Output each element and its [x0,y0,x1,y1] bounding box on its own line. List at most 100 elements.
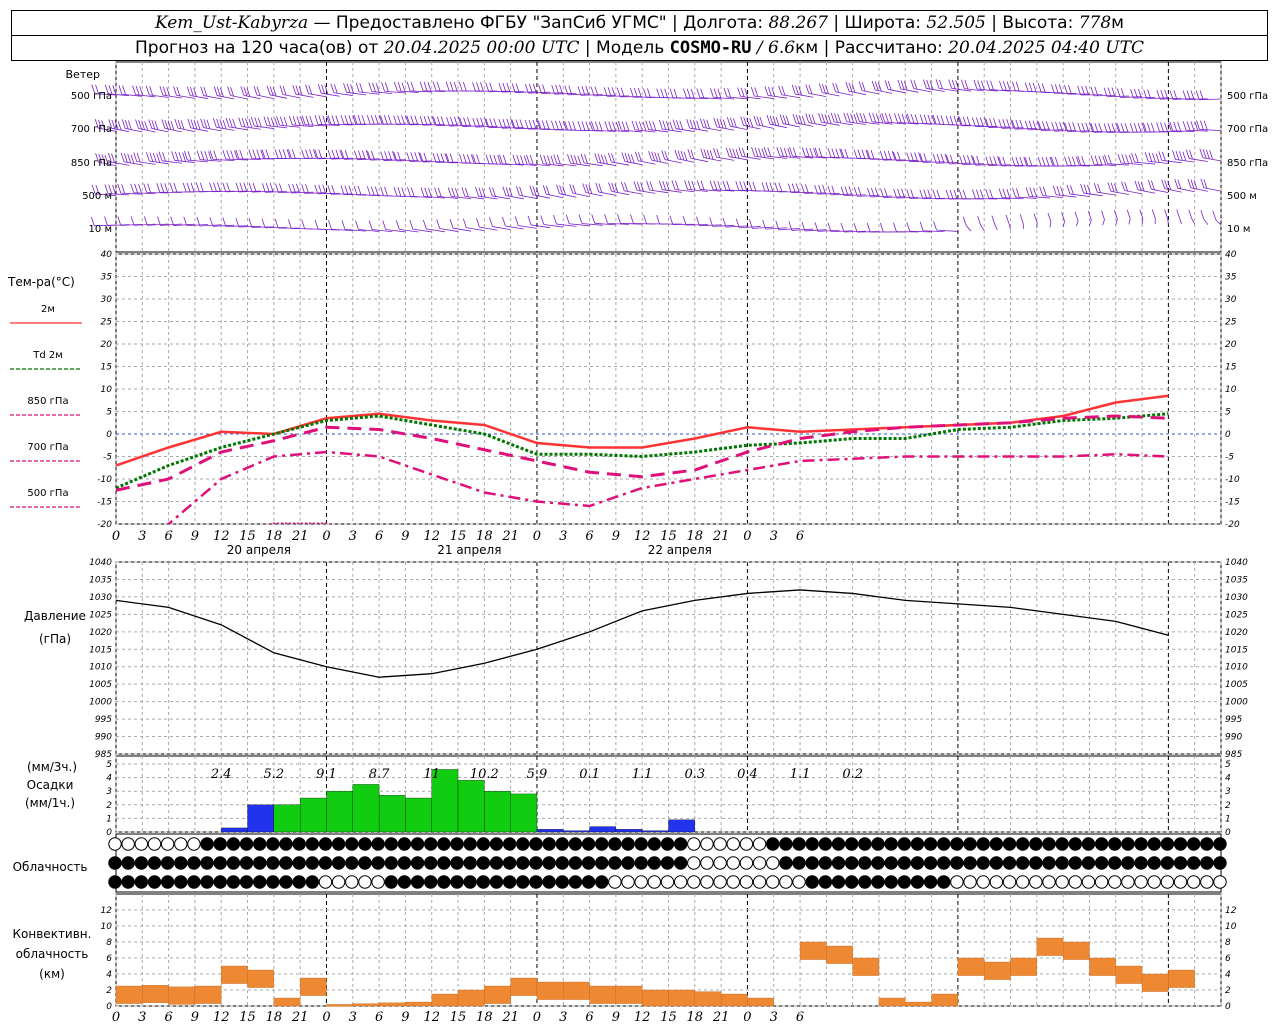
wind-barb-feather [127,120,132,130]
wind-barb-feather [1064,156,1068,166]
wind-barb-feather [687,180,692,190]
cloud-cover-symbol [253,875,267,889]
cloud-cover-symbol [1213,837,1227,851]
wind-barb [818,83,840,97]
wind-barb-feather [1019,214,1024,224]
cloud-cover-symbol [331,837,346,851]
wind-barb-feather [749,219,753,229]
wind-barb-feather [546,155,551,165]
precip-units-1h: (мм/1ч.) [25,796,75,810]
calc-time: 20.04.2025 04:40 UTC [948,38,1144,58]
hour-tick-label: 9 [401,1010,409,1024]
wind-barb-feather [918,152,922,162]
wind-barb [985,118,1011,128]
cloud-cover-symbol [1094,875,1109,889]
wind-barb-feather [709,217,714,227]
cloud-cover-symbol [766,875,780,889]
wind-barb-feather [203,87,208,97]
wind-barb-feather [208,151,212,161]
header-line-1: Kem_Ust-Kabyrza — Предоставлено ФГБУ "За… [11,10,1268,36]
wind-barb-feather [476,82,480,92]
hour-tick-label: 15 [450,529,467,544]
wind-barb-shaft [530,224,551,229]
wind-level-label: 500 м [1227,191,1257,202]
wind-barb-feather [248,118,253,129]
cloud-cover-symbol [450,837,464,851]
wind-barb [1077,122,1103,133]
wind-barb-feather [567,154,571,164]
wind-barb-feather [1134,180,1139,190]
wind-barb-feather [559,185,563,195]
cloud-cover-symbol [858,837,872,851]
wind-barb [343,83,366,96]
wind-barb [906,152,932,163]
wind-barb-feather [713,117,718,128]
precip-tick-label: 4 [106,774,112,784]
wind-barb-feather [870,150,875,160]
cloud-cover-symbol [831,856,846,870]
wind-barb [1200,178,1222,192]
wind-barb-feather [1056,186,1061,196]
wind-barb-feather [204,151,209,161]
wind-barb-feather [822,84,826,94]
cloud-cover-symbol [1121,837,1135,851]
wind-barb-shaft [505,225,524,230]
cloud-cover-symbol [595,837,609,851]
pressure-tick-label: 990 [95,733,112,743]
wind-barb [972,189,998,200]
wind-barb-shaft [1179,218,1182,225]
wind-barb-shaft [488,126,511,129]
wind-barb-feather [617,214,621,224]
cloud-cover-symbol [529,856,543,870]
conv-cloud-bar [484,985,511,1004]
temp-tick-label: 0 [106,430,112,440]
wind-barb [853,222,879,233]
conv-cloud-bar [457,989,485,1007]
wind-barb-feather [117,216,122,226]
wind-barb-feather [976,155,980,166]
wind-barb-feather [910,152,915,162]
wind-barb-feather [420,187,425,197]
wind-barb-feather [340,150,345,160]
wind-barb-feather [515,119,520,129]
wind-barb [526,154,551,167]
wind-barb-shaft [546,193,564,199]
wind-barb-feather [104,184,109,194]
wind-barb [340,185,366,196]
wind-barb-shaft [965,225,972,232]
wind-barb-feather [910,79,915,89]
wind-barb-feather [997,156,1001,166]
wind-barb-feather [1194,121,1199,131]
wind-barb-feather [149,152,154,162]
wind-barb-feather [983,117,988,127]
precip-bar [273,804,301,833]
wind-barb-feather [620,181,625,191]
wind-barb-feather [276,116,280,126]
cloud-cover-symbol [976,856,990,870]
wind-barb-shaft [1041,91,1064,94]
wind-barb-feather [657,152,662,163]
wind-barb-feather [781,86,786,96]
cloud-cover-symbol [1055,837,1069,851]
wind-barb-shaft [848,90,866,96]
wind-barb-feather [432,81,437,91]
cloud-cover-symbol [687,875,701,889]
wind-barb-feather [278,183,283,193]
wind-barb [1090,122,1116,133]
wind-barb-feather [608,182,612,192]
wind-barb-shaft [782,123,801,128]
wind-barb [569,183,590,198]
wind-barb [227,86,248,100]
cloud-cover-symbol [923,856,938,870]
wind-barb-feather [910,189,915,199]
wind-barb-shaft [862,90,880,95]
wind-barb-feather [700,88,705,98]
wind-barb-shaft [791,228,814,231]
cloud-cover-symbol [318,837,333,851]
wind-barb-feather [813,148,818,158]
wind-barb [108,119,130,133]
wind-barb-feather [431,115,436,125]
wind-barb-feather [859,113,864,123]
wind-barb-feather [134,183,138,194]
cloud-cover-symbol [239,837,254,851]
